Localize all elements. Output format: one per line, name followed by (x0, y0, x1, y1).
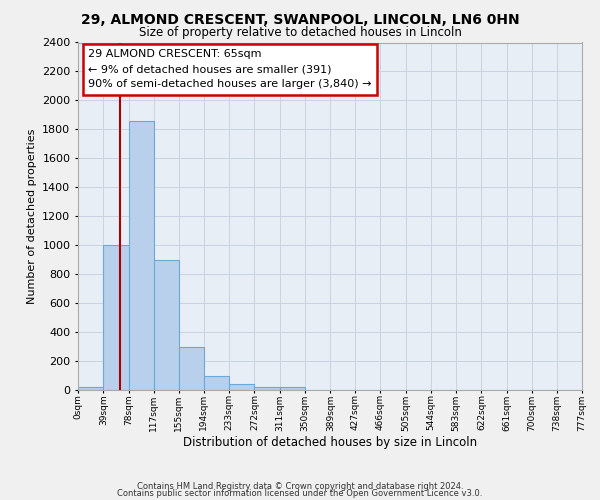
Bar (280, 387, 305, 390)
Bar (179, 346, 204, 390)
Bar (154, 260, 179, 390)
Text: 29, ALMOND CRESCENT, SWANPOOL, LINCOLN, LN6 0HN: 29, ALMOND CRESCENT, SWANPOOL, LINCOLN, … (80, 12, 520, 26)
Bar (229, 384, 254, 390)
Bar (254, 387, 280, 390)
X-axis label: Distribution of detached houses by size in Lincoln: Distribution of detached houses by size … (183, 436, 477, 449)
Text: 29 ALMOND CRESCENT: 65sqm
← 9% of detached houses are smaller (391)
90% of semi-: 29 ALMOND CRESCENT: 65sqm ← 9% of detach… (88, 50, 371, 89)
Y-axis label: Number of detached properties: Number of detached properties (26, 128, 37, 304)
Bar (103, 245, 128, 390)
Bar (128, 120, 154, 390)
Text: Size of property relative to detached houses in Lincoln: Size of property relative to detached ho… (139, 26, 461, 39)
Bar (204, 376, 229, 390)
Text: Contains HM Land Registry data © Crown copyright and database right 2024.: Contains HM Land Registry data © Crown c… (137, 482, 463, 491)
Text: Contains public sector information licensed under the Open Government Licence v3: Contains public sector information licen… (118, 490, 482, 498)
Bar (78, 387, 103, 390)
